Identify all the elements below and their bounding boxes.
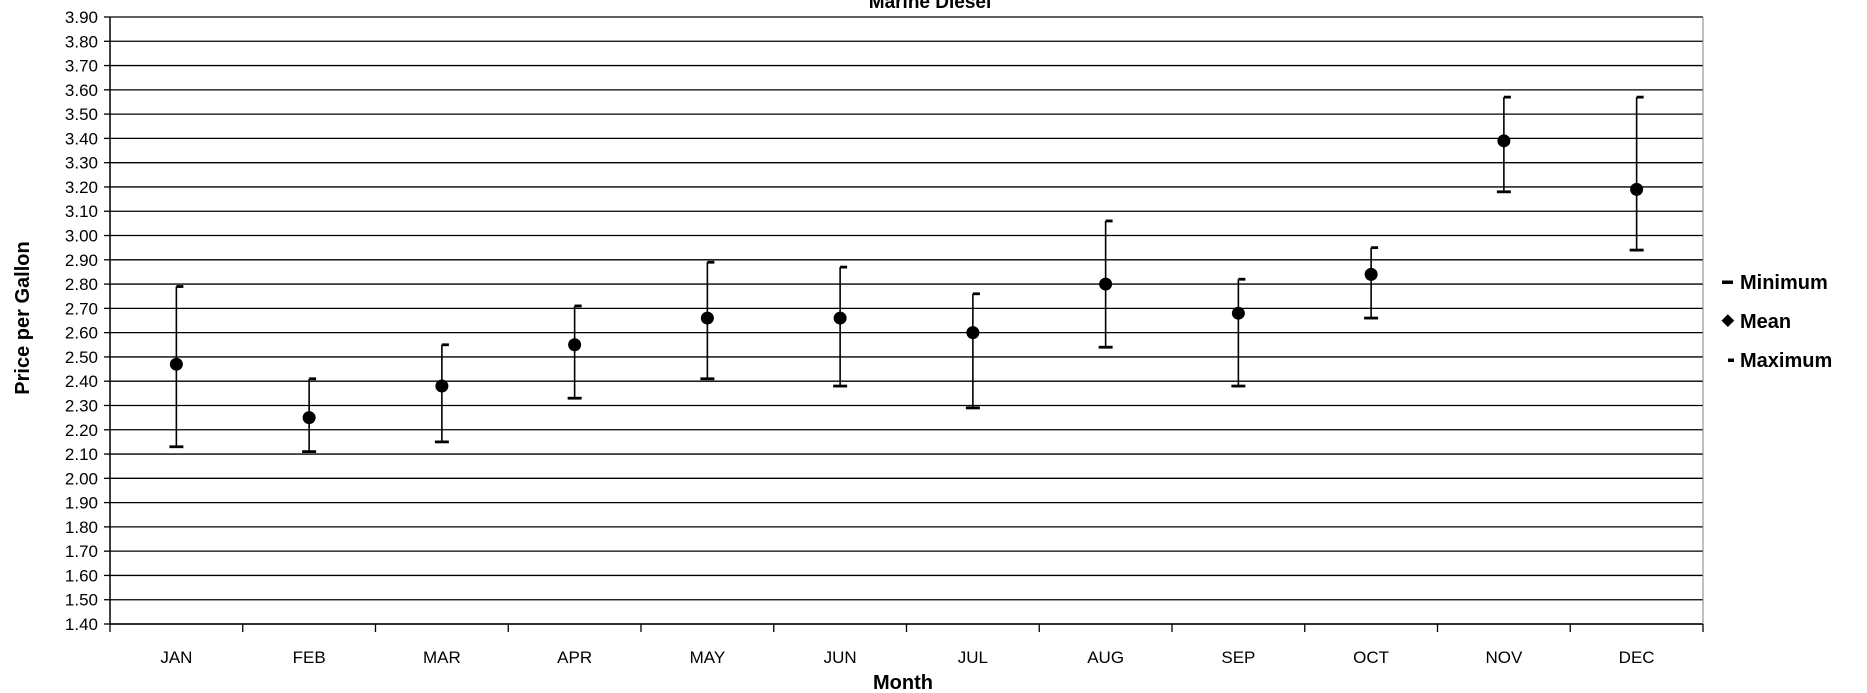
- data-marks: [169, 95, 1644, 454]
- month-range-sep: [1231, 277, 1246, 388]
- legend-item-maximum: Maximum: [1728, 350, 1832, 372]
- legend-label: Maximum: [1740, 350, 1832, 372]
- y-tick-label: 1.90: [65, 494, 98, 513]
- y-tick-label: 2.50: [65, 348, 98, 367]
- y-tick-label: 3.60: [65, 81, 98, 100]
- month-range-aug: [1098, 219, 1113, 349]
- y-tick-label: 1.50: [65, 591, 98, 610]
- y-axis-title: Price per Gallon: [12, 241, 34, 394]
- y-tick-label: 3.00: [65, 227, 98, 246]
- y-tick-label: 2.00: [65, 469, 98, 488]
- y-tick-label: 3.20: [65, 178, 98, 197]
- mean-point: [700, 311, 714, 325]
- mean-point: [833, 311, 847, 325]
- y-tick-label: 1.80: [65, 518, 98, 537]
- mean-point: [1231, 306, 1245, 320]
- x-tick-label: JUL: [958, 648, 988, 667]
- legend-label: Mean: [1740, 311, 1791, 333]
- y-tick-label: 3.50: [65, 105, 98, 124]
- month-range-mar: [434, 343, 449, 444]
- month-range-dec: [1629, 95, 1644, 252]
- y-tick-label: 3.90: [65, 8, 98, 27]
- y-tick-label: 3.10: [65, 202, 98, 221]
- chart-title: Marine Diesel: [869, 0, 992, 13]
- month-range-apr: [567, 304, 582, 400]
- mean-point: [302, 411, 316, 425]
- x-tick-label: MAY: [690, 648, 726, 667]
- mean-point: [169, 357, 183, 371]
- maximum-legend-symbol: [1728, 358, 1734, 362]
- x-tick-label: FEB: [293, 648, 326, 667]
- y-tick-label: 3.30: [65, 154, 98, 173]
- mean-point: [1099, 277, 1113, 291]
- x-tick-label: AUG: [1087, 648, 1124, 667]
- y-tick-label: 1.70: [65, 542, 98, 561]
- mean-point: [435, 379, 449, 393]
- y-tick-label: 2.40: [65, 372, 98, 391]
- y-tick-label: 3.70: [65, 57, 98, 76]
- mean-point: [966, 326, 980, 340]
- x-axis-ticks: JAN FEB MAR APR MAY JUN JUL AUG SEP OCT NOV DEC: [109, 624, 1704, 667]
- legend-item-minimum: Minimum: [1722, 272, 1828, 294]
- y-tick-label: 3.80: [65, 32, 98, 51]
- mean-point: [568, 338, 582, 352]
- y-tick-label: 2.80: [65, 275, 98, 294]
- y-tick-label: 2.90: [65, 251, 98, 270]
- y-tick-label: 2.20: [65, 421, 98, 440]
- y-tick-label: 2.70: [65, 299, 98, 318]
- legend-label: Minimum: [1740, 272, 1828, 294]
- y-tick-label: 2.10: [65, 445, 98, 464]
- month-range-may: [700, 260, 715, 381]
- month-range-jun: [833, 265, 848, 388]
- axes: [109, 17, 1704, 625]
- x-axis-title: Month: [873, 672, 933, 693]
- mean-legend-symbol: [1721, 314, 1735, 328]
- mean-point: [1630, 182, 1644, 196]
- month-range-jan: [169, 285, 184, 449]
- y-tick-label: 2.30: [65, 396, 98, 415]
- x-tick-label: MAR: [423, 648, 461, 667]
- mean-point: [1364, 267, 1378, 281]
- x-tick-label: OCT: [1353, 648, 1389, 667]
- minimum-legend-symbol: [1722, 280, 1733, 284]
- month-range-jul: [965, 292, 980, 410]
- x-tick-label: JUN: [824, 648, 857, 667]
- y-tick-label: 3.40: [65, 129, 98, 148]
- legend-item-mean: Mean: [1721, 311, 1791, 333]
- x-tick-label: APR: [557, 648, 592, 667]
- mean-point: [1497, 134, 1511, 148]
- month-range-feb: [302, 377, 317, 454]
- month-range-oct: [1364, 246, 1379, 320]
- x-tick-label: DEC: [1619, 648, 1655, 667]
- x-tick-label: NOV: [1485, 648, 1523, 667]
- x-tick-label: SEP: [1221, 648, 1255, 667]
- y-tick-label: 1.60: [65, 566, 98, 585]
- x-tick-label: JAN: [160, 648, 192, 667]
- y-tick-label: 2.60: [65, 324, 98, 343]
- gridlines: [110, 16, 1703, 625]
- month-range-nov: [1496, 95, 1511, 194]
- legend: Minimum Mean Maximum: [1721, 272, 1832, 372]
- y-axis-ticks: 1.40 1.50 1.60 1.70 1.80 1.90 2.00 2.10 2.20 2.30…: [65, 8, 110, 634]
- y-tick-label: 1.40: [65, 615, 98, 634]
